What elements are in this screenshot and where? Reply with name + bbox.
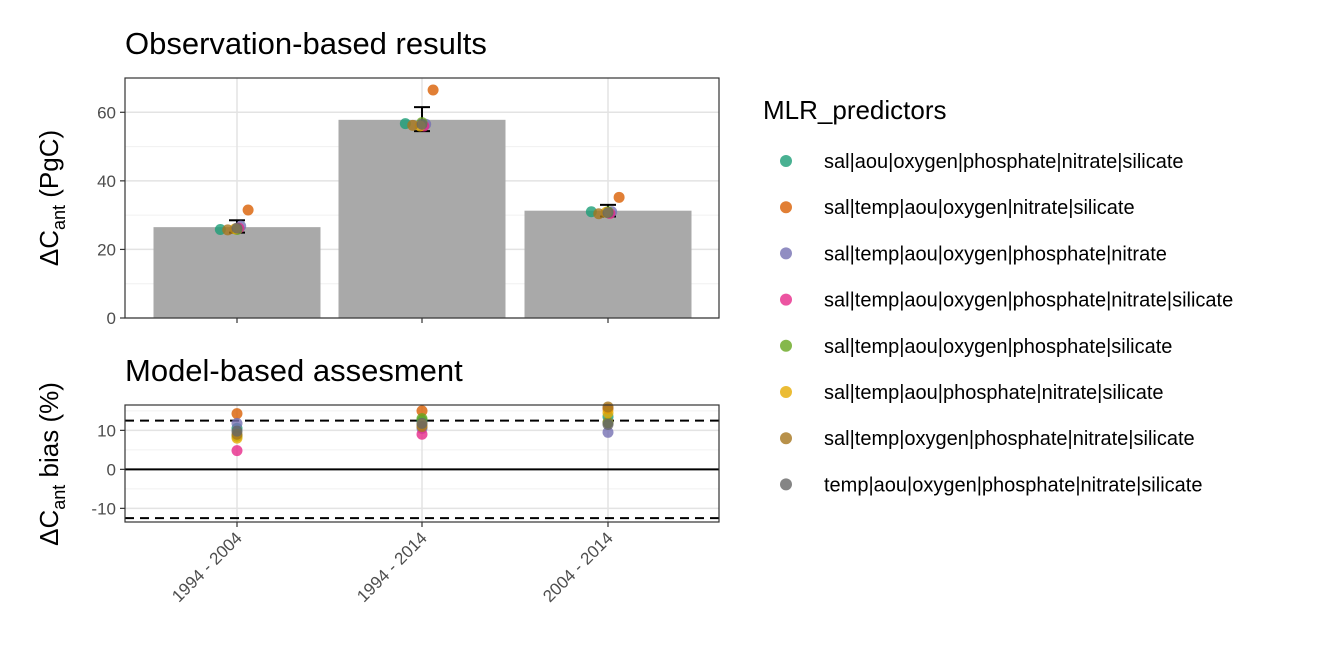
- data-point: [231, 417, 243, 429]
- y-tick-label: 20: [97, 240, 116, 259]
- observation-x-ticks: [236, 318, 609, 323]
- y-tick-label: 0: [107, 309, 116, 328]
- legend-key-point: [780, 386, 792, 398]
- bar-3: [524, 210, 692, 318]
- legend-key-point: [780, 478, 792, 491]
- legend: MLR_predictors sal|aou|oxygen|phosphate|…: [763, 95, 1233, 496]
- data-point: [231, 425, 243, 437]
- x-tick-label: 1994 - 2014: [353, 528, 431, 606]
- data-point: [613, 191, 625, 203]
- legend-key-point: [780, 247, 792, 260]
- legend-item-label: sal|temp|aou|oxygen|phosphate|nitrate: [824, 243, 1167, 265]
- model-y-axis-label: ΔCant bias (%): [34, 382, 69, 546]
- model-x-axis: 1994 - 2004 1994 - 2014 2004 - 2014: [168, 522, 617, 606]
- legend-key-point: [780, 432, 792, 445]
- data-point: [231, 408, 243, 420]
- data-point: [231, 445, 243, 457]
- data-point: [602, 207, 614, 219]
- x-tick-label: 1994 - 2004: [168, 528, 246, 606]
- data-point: [416, 428, 428, 440]
- y-tick-label: 0: [107, 460, 116, 479]
- model-y-axis: -10 0 10: [91, 421, 125, 518]
- data-point: [222, 224, 234, 236]
- legend-items: sal|aou|oxygen|phosphate|nitrate|silicat…: [780, 151, 1233, 496]
- y-tick-label: 40: [97, 172, 116, 191]
- legend-item-label: sal|temp|aou|phosphate|nitrate|silicate: [824, 382, 1164, 404]
- data-point: [602, 426, 614, 438]
- x-tick-label: 2004 - 2014: [539, 528, 617, 606]
- data-point: [242, 204, 254, 216]
- observation-y-axis: 0 20 40 60: [97, 103, 125, 328]
- data-point: [407, 119, 419, 131]
- legend-item-label: sal|temp|oxygen|phosphate|nitrate|silica…: [824, 428, 1195, 450]
- y-tick-label: -10: [91, 499, 116, 518]
- data-point: [602, 419, 614, 430]
- legend-item-label: sal|temp|aou|oxygen|phosphate|silicate: [824, 336, 1172, 358]
- data-point: [427, 84, 439, 96]
- data-point: [416, 405, 428, 417]
- data-point: [231, 222, 243, 234]
- observation-panel: Observation-based results 0 20 40 60 ΔCant …: [34, 26, 720, 328]
- legend-key-point: [780, 339, 792, 352]
- data-point: [593, 208, 605, 220]
- legend-item-label: temp|aou|oxygen|phosphate|nitrate|silica…: [824, 474, 1202, 496]
- data-point: [416, 118, 428, 130]
- observation-panel-title: Observation-based results: [125, 26, 487, 61]
- observation-points: [214, 84, 625, 236]
- legend-key-point: [780, 293, 792, 306]
- data-point: [602, 401, 614, 413]
- model-reference-lines: [125, 419, 719, 520]
- observation-y-axis-label: ΔCant (PgC): [34, 130, 69, 266]
- model-points: [231, 401, 614, 457]
- model-panel-title: Model-based assesment: [125, 353, 463, 388]
- bar-1: [153, 227, 321, 318]
- y-tick-label: 10: [97, 421, 116, 440]
- observation-bars: [153, 119, 692, 318]
- legend-key-point: [780, 201, 792, 214]
- legend-title: MLR_predictors: [763, 95, 947, 125]
- legend-item-label: sal|temp|aou|oxygen|phosphate|nitrate|si…: [824, 290, 1233, 312]
- bar-2: [338, 119, 506, 318]
- data-point: [416, 417, 428, 429]
- legend-key-point: [780, 155, 792, 167]
- model-panel: Model-based assesment -10 0 10 1994 - 2004…: [34, 353, 720, 606]
- legend-item-label: sal|aou|oxygen|phosphate|nitrate|silicat…: [824, 151, 1184, 173]
- legend-item-label: sal|temp|aou|oxygen|nitrate|silicate: [824, 197, 1135, 219]
- y-tick-label: 60: [97, 103, 116, 122]
